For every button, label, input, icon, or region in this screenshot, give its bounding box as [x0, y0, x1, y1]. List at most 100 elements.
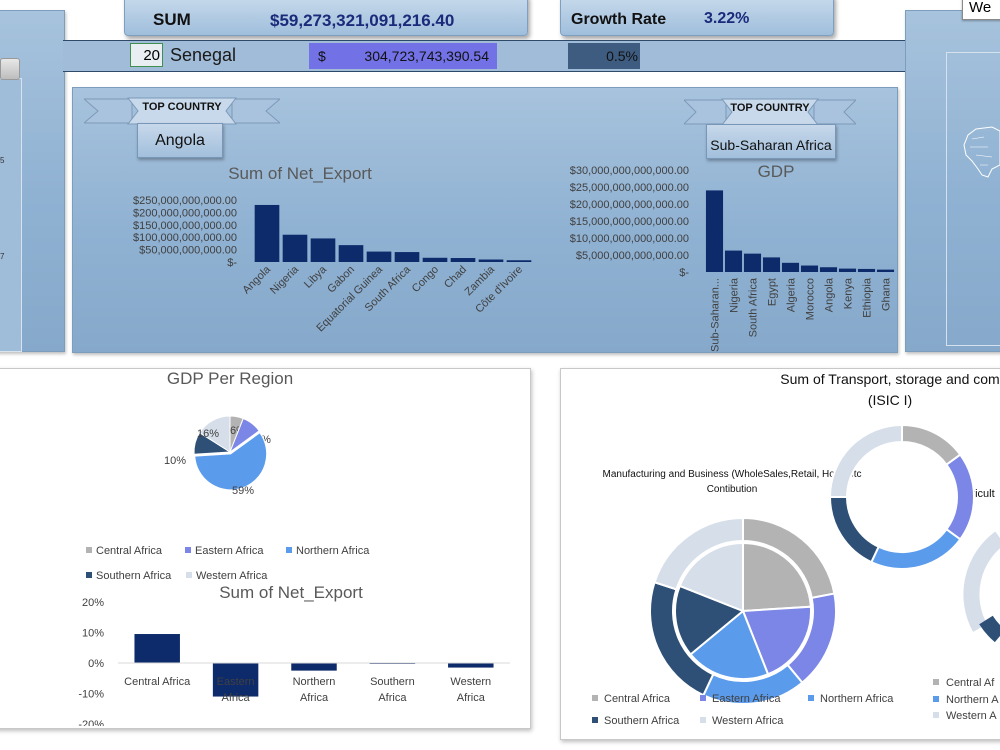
small-ring-segment-central-africa: [901, 423, 962, 467]
small-ring-segment-northern-africa: [870, 527, 962, 570]
x-tick-label: Ethiopia: [862, 277, 874, 318]
y-tick-label: $10,000,000,000,000.00: [570, 233, 689, 245]
bar-central-africa: [134, 634, 180, 663]
legend-label: Southern Africa: [96, 570, 172, 582]
corner-dropdown[interactable]: We: [962, 0, 1000, 20]
x-tick-label: Ghana: [881, 277, 893, 311]
bar-egypt: [762, 257, 781, 272]
legend-label: Central Af: [946, 677, 995, 689]
rate-cell: 0.5%: [568, 43, 640, 69]
left-tick-b: 7: [0, 252, 5, 261]
chart-title: Sum of Net_Export: [219, 583, 363, 602]
y-tick-label: $200,000,000,000.00: [133, 207, 237, 219]
amount-cell: $ 304,723,743,390.54: [309, 43, 497, 69]
legend-swatch: [933, 679, 939, 685]
x-tick-label: Nigeria: [729, 277, 741, 313]
bar-angola: [819, 267, 838, 272]
left-scroll-handle[interactable]: [0, 58, 20, 80]
inner-pie-segment-eastern-africa: [741, 605, 812, 676]
gdp-top-chart: GDP $30,000,000,000,000.00 $25,000,000,000…: [570, 162, 895, 352]
transport-donut-charts: Sum of Transport, storage and com (ISIC I…: [592, 371, 1000, 727]
top-country-banner-left: TOP COUNTRY: [84, 97, 280, 125]
top-country-left-value: Angola: [155, 132, 205, 149]
inner-pie-segment-central-africa: [742, 541, 812, 613]
bar-south-africa: [394, 252, 420, 262]
x-tick-label: Angola: [824, 277, 836, 312]
y-tick-label: 0%: [88, 658, 104, 670]
x-tick-label: Congo: [410, 264, 441, 295]
x-tick-label: Western Africa: [450, 676, 491, 704]
partial-ring-segment: [979, 615, 1000, 643]
x-tick-label: Eastern Africa: [217, 676, 255, 704]
amount-value: 304,723,743,390.54: [364, 48, 489, 64]
pie-slice-northern-africa: [194, 432, 268, 491]
y-tick-label: $5,000,000,000,000.00: [576, 250, 689, 262]
y-tick-label: 20%: [82, 597, 104, 609]
bar-c-te-d-ivoire: [506, 260, 532, 262]
legend-swatch: [592, 717, 598, 723]
bar-libya: [310, 238, 336, 262]
sum-kpi-value: $59,273,321,091,216.40: [270, 11, 455, 30]
bar-angola: [254, 204, 280, 262]
chart-title: GDP: [758, 162, 795, 181]
y-tick-label: $15,000,000,000,000.00: [570, 216, 689, 228]
data-label: 16%: [197, 428, 219, 440]
bar-congo: [422, 257, 448, 262]
legend-label: Northern Africa: [820, 693, 894, 705]
x-tick-label: Sub-Saharan...: [710, 278, 722, 352]
bar-zambia: [478, 259, 504, 262]
data-label: 59%: [232, 485, 254, 497]
x-tick-label: Nigeria: [268, 263, 302, 297]
country-name: Senegal: [170, 45, 237, 65]
y-tick-label: -20%: [78, 719, 104, 726]
legend-label: Central Africa: [96, 545, 163, 557]
partial-ring-segment: [963, 531, 1000, 632]
y-tick-label: -10%: [78, 689, 104, 701]
chart-title: Sum of Transport, storage and com: [780, 371, 999, 387]
data-label: 10%: [164, 455, 186, 467]
top-country-left-box: Angola: [137, 123, 223, 158]
bar-northern-africa: [291, 663, 337, 671]
growth-kpi-value: 3.22%: [704, 10, 750, 27]
legend-label: Eastern Africa: [712, 693, 781, 705]
bar-algeria: [781, 262, 800, 272]
legend-label: Western Africa: [712, 715, 784, 727]
y-tick-label: $-: [679, 267, 689, 279]
top-country-right-box: Sub-Saharan Africa: [706, 124, 836, 159]
bar-south-africa: [743, 253, 762, 272]
growth-kpi-label: Growth Rate: [571, 11, 667, 28]
legend-swatch: [186, 572, 192, 578]
legend-label: Eastern Africa: [195, 545, 264, 557]
bar-eastern-africa: [212, 663, 259, 697]
inner-chart-title: Manufacturing and Business (WholeSales,R…: [602, 469, 861, 480]
y-tick-label: $50,000,000,000.00: [139, 245, 237, 257]
x-tick-label: Algeria: [786, 277, 798, 312]
small-ring-segment-eastern-africa: [945, 453, 975, 541]
x-tick-label: Southern Africa: [370, 676, 415, 704]
small-ring-segment-southern-africa: [828, 496, 880, 564]
net-export-growth-chart: Sum of Net_Export 20% 10% 0% -10% -20% Central…: [78, 583, 510, 726]
legend-label: Western A: [946, 710, 997, 722]
sum-kpi-label: SUM: [153, 10, 191, 29]
y-tick-label: $-: [227, 257, 237, 269]
legend-swatch: [700, 695, 706, 701]
y-tick-label: $250,000,000,000.00: [133, 195, 237, 207]
y-tick-label: $100,000,000,000.00: [133, 232, 237, 244]
top-country-banner-right: TOP COUNTRY: [684, 98, 856, 126]
chart-title: Sum of Net_Export: [228, 164, 372, 183]
legend-label: Northern A: [946, 694, 999, 706]
legend-swatch: [86, 572, 92, 578]
y-tick-label: $20,000,000,000,000.00: [570, 199, 689, 211]
bar-morocco: [800, 265, 819, 272]
inner-pie-segment-southern-africa: [674, 584, 745, 656]
sum-kpi-card: SUM $59,273,321,091,216.40: [124, 0, 528, 36]
y-tick-label: $150,000,000,000.00: [133, 220, 237, 232]
pie-slice-western-africa: [198, 415, 231, 453]
right-map-panel: [905, 10, 1000, 352]
rank-input[interactable]: 20: [130, 43, 163, 67]
inner-pie-segment-western-africa: [678, 541, 744, 613]
legend-label: Central Africa: [604, 693, 671, 705]
top-country-right-banner-text: TOP COUNTRY: [730, 102, 810, 114]
y-tick-label: $30,000,000,000,000.00: [570, 165, 689, 177]
top-country-right-value: Sub-Saharan Africa: [710, 137, 832, 153]
